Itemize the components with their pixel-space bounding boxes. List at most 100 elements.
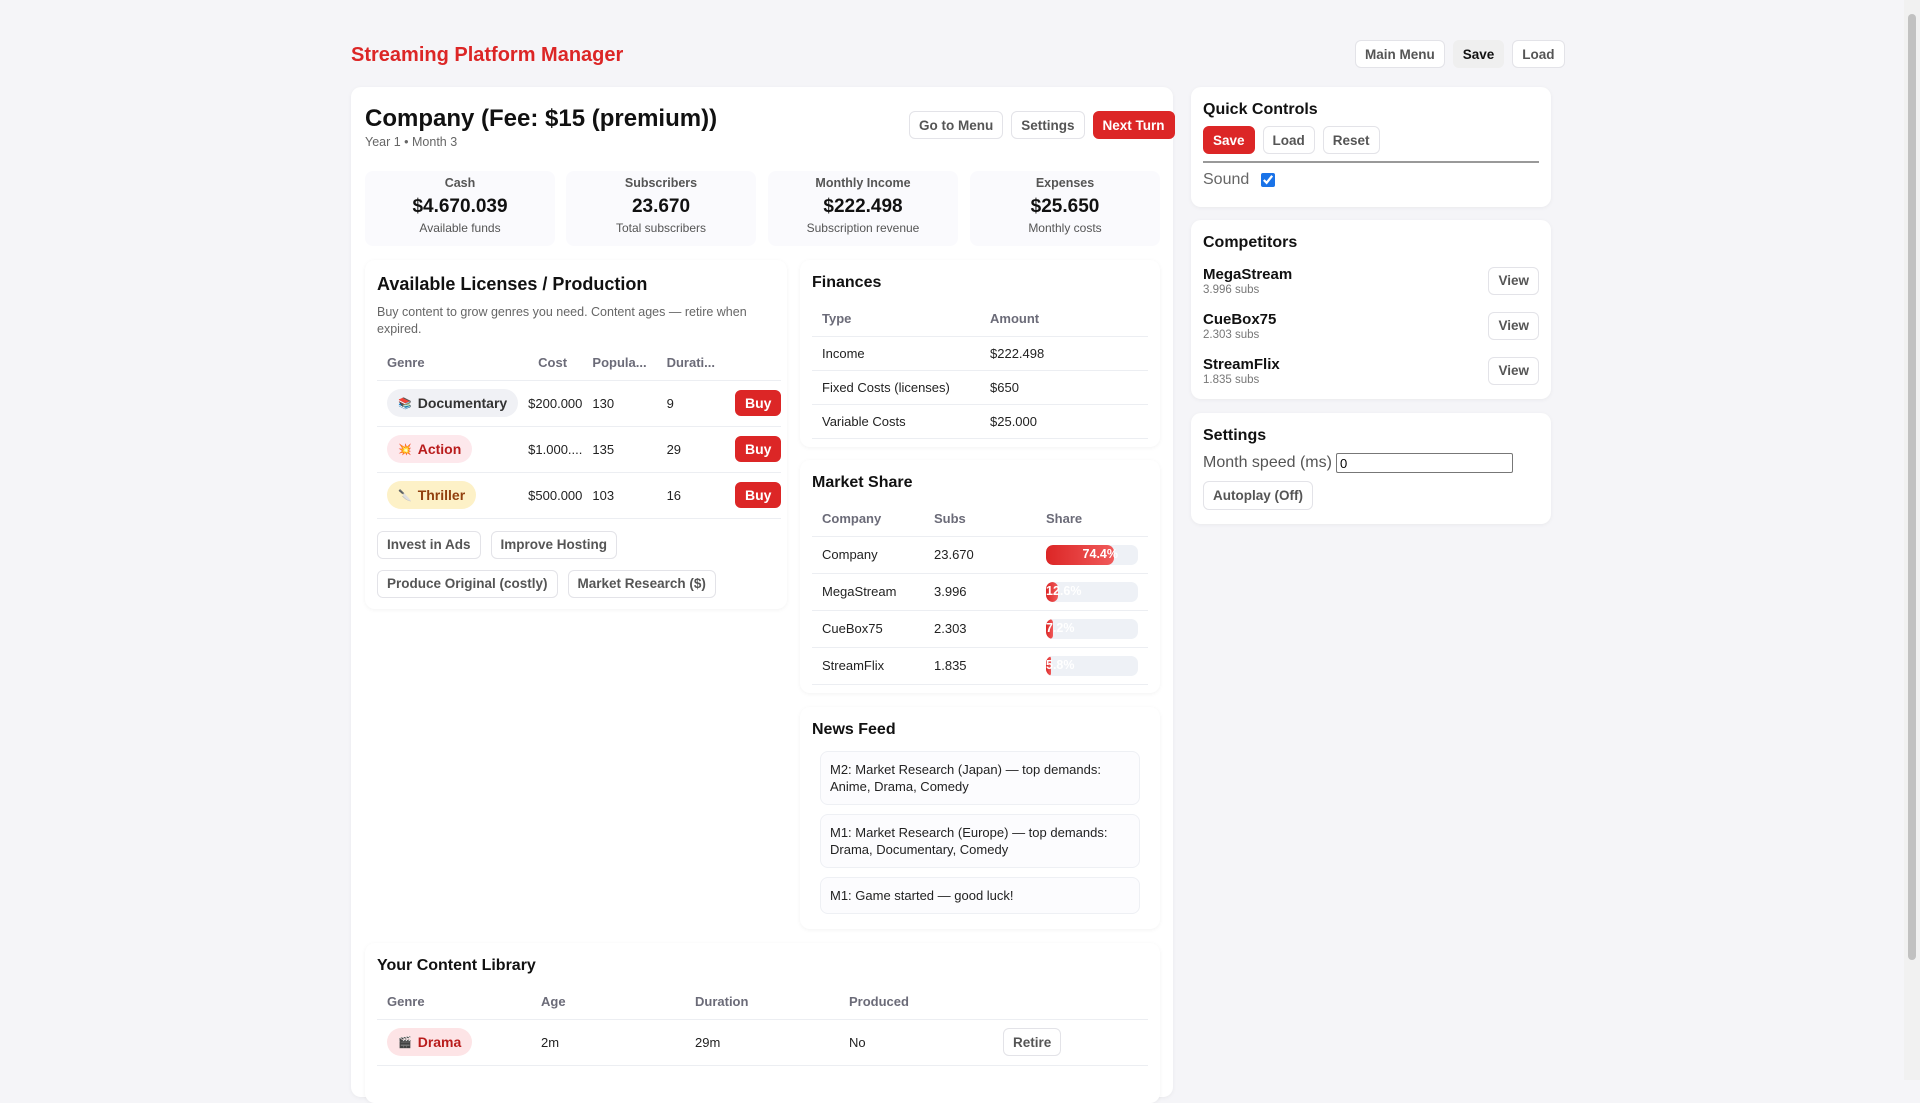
stat-sub: Available funds [419,221,501,235]
stat-label: Monthly Income [815,176,911,190]
share-bar-fill [1046,655,1052,676]
share-value: 74.4% [1082,546,1118,561]
licenses-title: Available Licenses / Production [377,274,648,294]
share-bar: 5.8% [1046,655,1138,676]
competitors-card: Competitors MegaStream 3.996 subs View CueB… [1191,220,1551,399]
col-age: Age [531,985,685,1020]
stat-sub: Monthly costs [1028,221,1102,235]
save-button[interactable]: Save [1452,40,1505,68]
scrollbar[interactable] [1904,0,1920,1080]
company: Company [812,536,924,574]
competitor-subs: 1.835 subs [1203,373,1260,386]
settings-button[interactable]: Settings [1011,111,1085,139]
load-button[interactable]: Load [1512,40,1565,68]
competitor-name: MegaStream [1203,265,1293,283]
share-value: 5.8% [1046,657,1075,672]
company: StreamFlix [812,647,924,685]
cost: $500.000 [528,472,583,519]
autoplay-button[interactable]: Autoplay (Off) [1203,481,1313,510]
sound-checkbox[interactable] [1261,173,1276,187]
competitor-subs: 3.996 subs [1203,283,1260,296]
action-invest-in-ads[interactable]: Invest in Ads [377,530,481,559]
go-to-menu-button[interactable]: Go to Menu [909,111,1004,139]
duration: 29m [685,1019,839,1066]
finance-amount: $25.000 [980,404,1148,439]
subs: 3.996 [924,573,1036,611]
action-improve-hosting[interactable]: Improve Hosting [490,530,618,559]
competitors-title: Competitors [1203,234,1298,251]
action-market-research[interactable]: Market Research ($) [567,569,716,598]
quick-save-button[interactable]: Save [1203,126,1255,154]
duration: 16 [656,472,725,519]
main-menu-button[interactable]: Main Menu [1355,40,1445,68]
finances-card: Finances Type Amount Income $222.498 Fixed … [800,260,1160,447]
quick-load-button[interactable]: Load [1262,126,1315,154]
news-item: M1: Market Research (Europe) — top deman… [820,814,1140,868]
view-competitor-button[interactable]: View [1488,356,1539,385]
stat-sub: Total subscribers [615,221,707,235]
news-title: News Feed [812,721,896,738]
finance-type: Variable Costs [812,404,980,439]
action-produce-original-costly[interactable]: Produce Original (costly) [377,569,558,598]
next-turn-button[interactable]: Next Turn [1092,111,1175,139]
company: MegaStream [812,573,924,611]
settings-card: Settings Month speed (ms) Autoplay (Off) [1191,413,1551,524]
duration: 29 [656,426,725,473]
competitor-subs: 2.303 subs [1203,328,1260,341]
share-bar: 12.6% [1046,581,1138,602]
competitor-name: StreamFlix [1203,355,1280,373]
stat-card-subscribers: Subscribers 23.670 Total subscribers [566,171,756,246]
share-value: 12.6% [1046,583,1082,598]
stat-card-monthly-income: Monthly Income $222.498 Subscription reven… [768,171,958,246]
genre-badge: 🎬 Drama [387,1028,473,1056]
competitor-name: CueBox75 [1203,310,1277,328]
finances-title: Finances [812,274,882,291]
licenses-card: Available Licenses / Production Buy cont… [365,260,787,609]
stat-sub: Subscription revenue [806,221,920,235]
month-speed-label: Month speed (ms) [1203,454,1332,471]
popularity: 130 [582,380,657,427]
finance-row: Income $222.498 [812,336,1148,371]
news-card: News Feed M2: Market Research (Japan) — … [800,707,1160,929]
stat-value: $25.650 [1030,196,1100,217]
scrollbar-thumb[interactable] [1908,14,1916,960]
licenses-description: Buy content to grow genres you need. Con… [377,305,747,336]
subs: 2.303 [924,610,1036,648]
quick-controls-title: Quick Controls [1203,101,1318,118]
view-competitor-button[interactable]: View [1488,311,1539,340]
retire-button[interactable]: Retire [1003,1028,1062,1056]
competitor-item: MegaStream 3.996 subs View [1203,258,1539,303]
finance-amount: $222.498 [980,336,1148,371]
license-row: 🔪 Thriller $500.000 103 16 Buy [377,472,782,519]
reset-button[interactable]: Reset [1322,126,1380,154]
app-title: Streaming Platform Manager [351,44,624,66]
genre-icon: 💥 [398,443,412,456]
produced: No [839,1019,993,1066]
buy-button[interactable]: Buy [734,390,782,416]
competitor-item: CueBox75 2.303 subs View [1203,303,1539,348]
col-popularity: Popula... [582,346,657,381]
stat-label: Cash [444,176,476,190]
turn-info: Year 1 • Month 3 [365,135,458,149]
share-bar-fill [1046,544,1115,565]
view-competitor-button[interactable]: View [1488,266,1539,295]
market-share-card: Market Share Company Subs Share Company 23.… [800,460,1160,693]
finance-row: Variable Costs $25.000 [812,404,1148,439]
finance-type: Income [812,336,980,371]
popularity: 103 [582,472,657,519]
buy-button[interactable]: Buy [734,436,782,462]
settings-title: Settings [1203,427,1267,444]
buy-button[interactable]: Buy [734,482,782,508]
top-nav: Main Menu Save Load [1355,40,1565,68]
news-item: M1: Game started — good luck! [820,877,1140,914]
subs: 1.835 [924,647,1036,685]
library-row: 🎬 Drama 2m 29m No Retire [377,1019,1148,1066]
share-bar: 74.4% [1046,544,1138,565]
share-bar-fill [1046,581,1058,602]
genre-label: Documentary [417,395,508,411]
month-speed-input[interactable] [1335,453,1513,473]
share-value: 7.2% [1046,620,1075,635]
license-row: 📚 Documentary $200.000 130 9 Buy [377,380,782,427]
col-produced: Produced [839,985,993,1020]
finance-row: Fixed Costs (licenses) $650 [812,370,1148,405]
